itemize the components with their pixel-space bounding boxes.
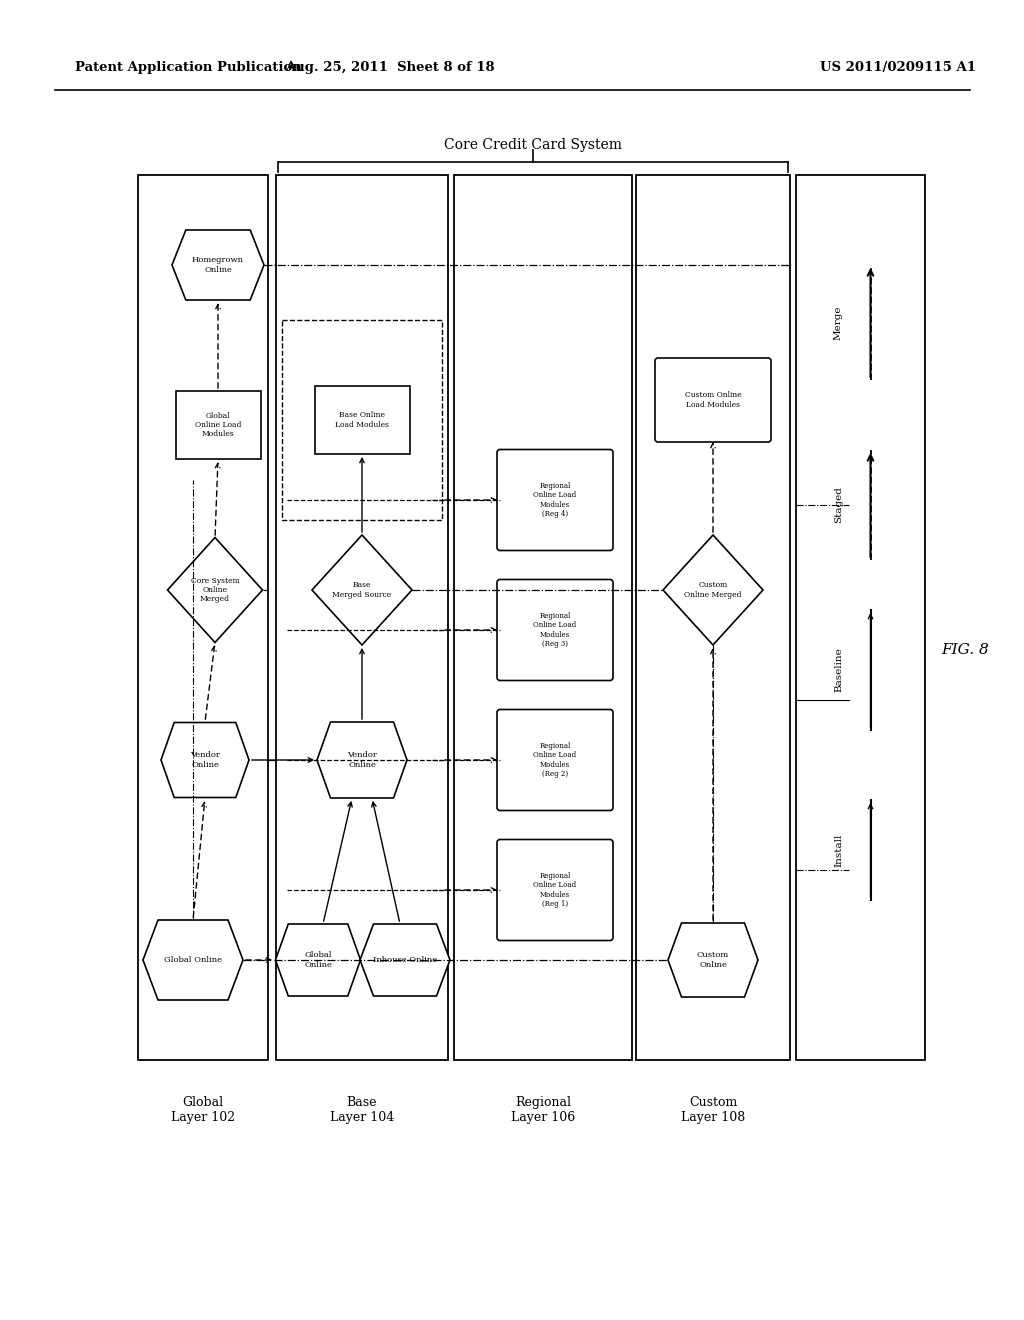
Polygon shape [172,230,264,300]
Text: Install: Install [834,833,843,867]
Bar [314,385,410,454]
Text: Regional
Online Load
Modules
(Reg 1): Regional Online Load Modules (Reg 1) [534,873,577,908]
Text: Custom
Online Merged: Custom Online Merged [684,581,741,598]
FancyBboxPatch shape [497,840,613,940]
Text: Global
Online: Global Online [304,952,332,969]
Text: Staged: Staged [834,487,843,524]
Polygon shape [312,535,412,645]
Text: Regional
Online Load
Modules
(Reg 4): Regional Online Load Modules (Reg 4) [534,482,577,517]
Text: US 2011/0209115 A1: US 2011/0209115 A1 [820,62,976,74]
Text: Aug. 25, 2011  Sheet 8 of 18: Aug. 25, 2011 Sheet 8 of 18 [286,62,495,74]
Polygon shape [161,722,249,797]
Text: Regional
Online Load
Modules
(Reg 3): Regional Online Load Modules (Reg 3) [534,612,577,648]
Text: Merge: Merge [834,305,843,339]
Polygon shape [143,920,243,1001]
Text: Base
Layer 104: Base Layer 104 [330,1096,394,1125]
Bar [276,176,449,1060]
Polygon shape [663,535,763,645]
Text: Core Credit Card System: Core Credit Card System [444,139,622,152]
Text: Regional
Layer 106: Regional Layer 106 [511,1096,575,1125]
Text: Global
Online Load
Modules: Global Online Load Modules [195,412,242,438]
Text: Global Online: Global Online [164,956,222,964]
Polygon shape [275,924,360,997]
Text: Base Online
Load Modules: Base Online Load Modules [335,412,389,429]
Text: Core System
Online
Merged: Core System Online Merged [190,577,240,603]
Text: Baseline: Baseline [834,648,843,693]
Bar [175,391,260,459]
Text: Custom
Online: Custom Online [697,952,729,969]
Text: Homegrown
Online: Homegrown Online [193,256,244,273]
Bar [454,176,632,1060]
Polygon shape [668,923,758,997]
Text: Global
Layer 102: Global Layer 102 [171,1096,236,1125]
FancyBboxPatch shape [655,358,771,442]
FancyBboxPatch shape [497,579,613,681]
Bar [282,319,442,520]
Polygon shape [168,537,262,643]
Text: Vendor
Online: Vendor Online [347,751,377,768]
Text: FIG. 8: FIG. 8 [941,643,989,657]
FancyBboxPatch shape [497,450,613,550]
Text: Custom Online
Load Modules: Custom Online Load Modules [685,392,741,409]
Polygon shape [360,924,450,997]
Text: Regional
Online Load
Modules
(Reg 2): Regional Online Load Modules (Reg 2) [534,742,577,777]
Polygon shape [317,722,407,799]
Bar [796,176,925,1060]
Text: Vendor
Online: Vendor Online [190,751,220,768]
Text: Base
Merged Source: Base Merged Source [333,581,391,598]
FancyBboxPatch shape [497,710,613,810]
Bar [138,176,268,1060]
Text: Custom
Layer 108: Custom Layer 108 [681,1096,745,1125]
Text: Inhouse Online: Inhouse Online [373,956,437,964]
Text: Patent Application Publication: Patent Application Publication [75,62,302,74]
Bar [636,176,790,1060]
